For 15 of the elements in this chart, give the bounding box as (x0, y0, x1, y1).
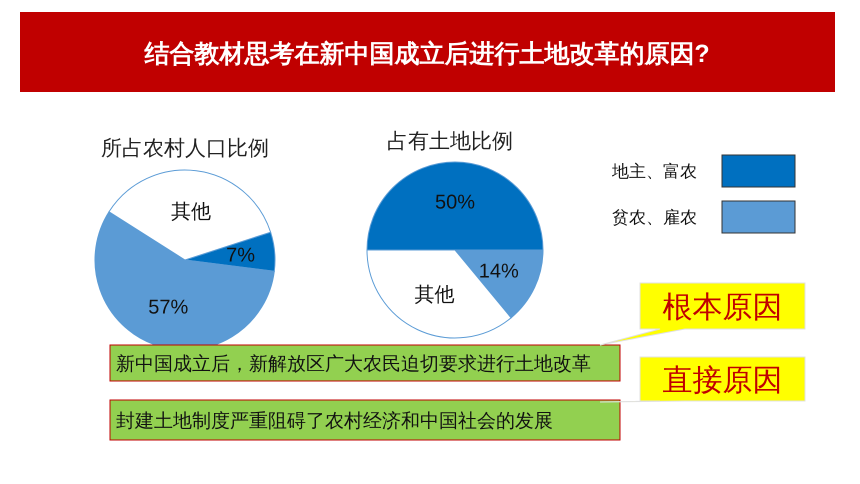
text: 直接原因 (662, 364, 782, 397)
data-label: 其他 (171, 200, 212, 223)
data-label: 7% (226, 244, 256, 267)
text: 封建土地制度严重阻碍了农村经济和中国社会的发展 (116, 410, 553, 432)
legend-label: 地主、富农 (611, 162, 697, 181)
data-label: 14% (478, 260, 520, 283)
text: 结合教材思考在新中国成立后进行土地改革的原因? (143, 40, 710, 68)
data-label: 57% (148, 296, 188, 319)
chart-title: 占有土地比例 (387, 130, 513, 153)
text: 新中国成立后，新解放区广大农民迫切要求进行土地改革 (116, 353, 591, 375)
text: 根本原因 (662, 291, 782, 324)
legend-label: 贫农、雇农 (612, 208, 697, 227)
data-label: 50% (434, 192, 476, 214)
data-label: 其他 (414, 284, 454, 306)
chart-title: 所占农村人口比例 (101, 137, 269, 160)
